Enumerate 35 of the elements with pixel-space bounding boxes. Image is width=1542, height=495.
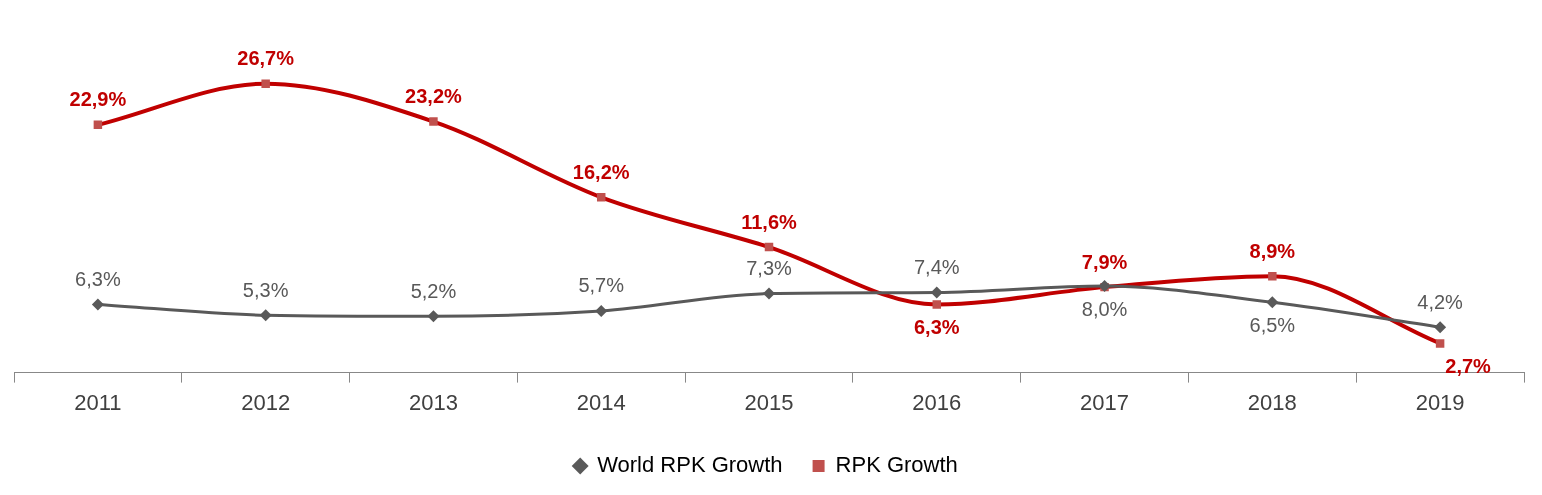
x-tick-label: 2011 (74, 389, 122, 415)
x-tick-label: 2013 (408, 389, 458, 415)
data-label: 5,3% (242, 278, 289, 301)
data-label: 5,7% (578, 274, 625, 297)
point (763, 287, 775, 300)
x-tick-label: 2016 (912, 389, 962, 415)
data-label: 2,7% (1445, 354, 1492, 377)
data-label: 26,7% (237, 47, 295, 70)
point (259, 309, 272, 322)
data-label: 4,2% (1417, 290, 1464, 313)
data-label: 22,9% (69, 88, 127, 111)
x-tick-label: 2015 (744, 389, 794, 415)
data-label: 5,2% (410, 279, 457, 302)
point (1266, 296, 1279, 309)
x-tick-label: 2019 (1415, 389, 1465, 415)
data-label: 7,3% (746, 257, 793, 280)
data-label: 7,9% (1081, 250, 1128, 273)
data-label: 16,2% (572, 160, 630, 183)
data-label: 8,9% (1249, 239, 1296, 262)
data-label: 6,5% (1249, 313, 1296, 336)
data-label: 23,2% (405, 85, 463, 108)
data-label: 6,3% (913, 315, 960, 338)
legend-label: World RPK Growth (597, 452, 783, 478)
point (1434, 321, 1447, 334)
data-label: 8,0% (1081, 297, 1128, 320)
x-tick-label: 2012 (241, 389, 291, 415)
point (427, 310, 440, 323)
x-tick-label: 2018 (1247, 389, 1297, 415)
data-label: 7,4% (913, 256, 960, 279)
x-tick-label: 2017 (1080, 389, 1130, 415)
x-tick-label: 2014 (576, 389, 626, 415)
point (91, 298, 104, 311)
legend-label: RPK Growth (835, 452, 958, 478)
data-label: 6,3% (75, 267, 121, 290)
data-label: 11,6% (741, 210, 798, 233)
